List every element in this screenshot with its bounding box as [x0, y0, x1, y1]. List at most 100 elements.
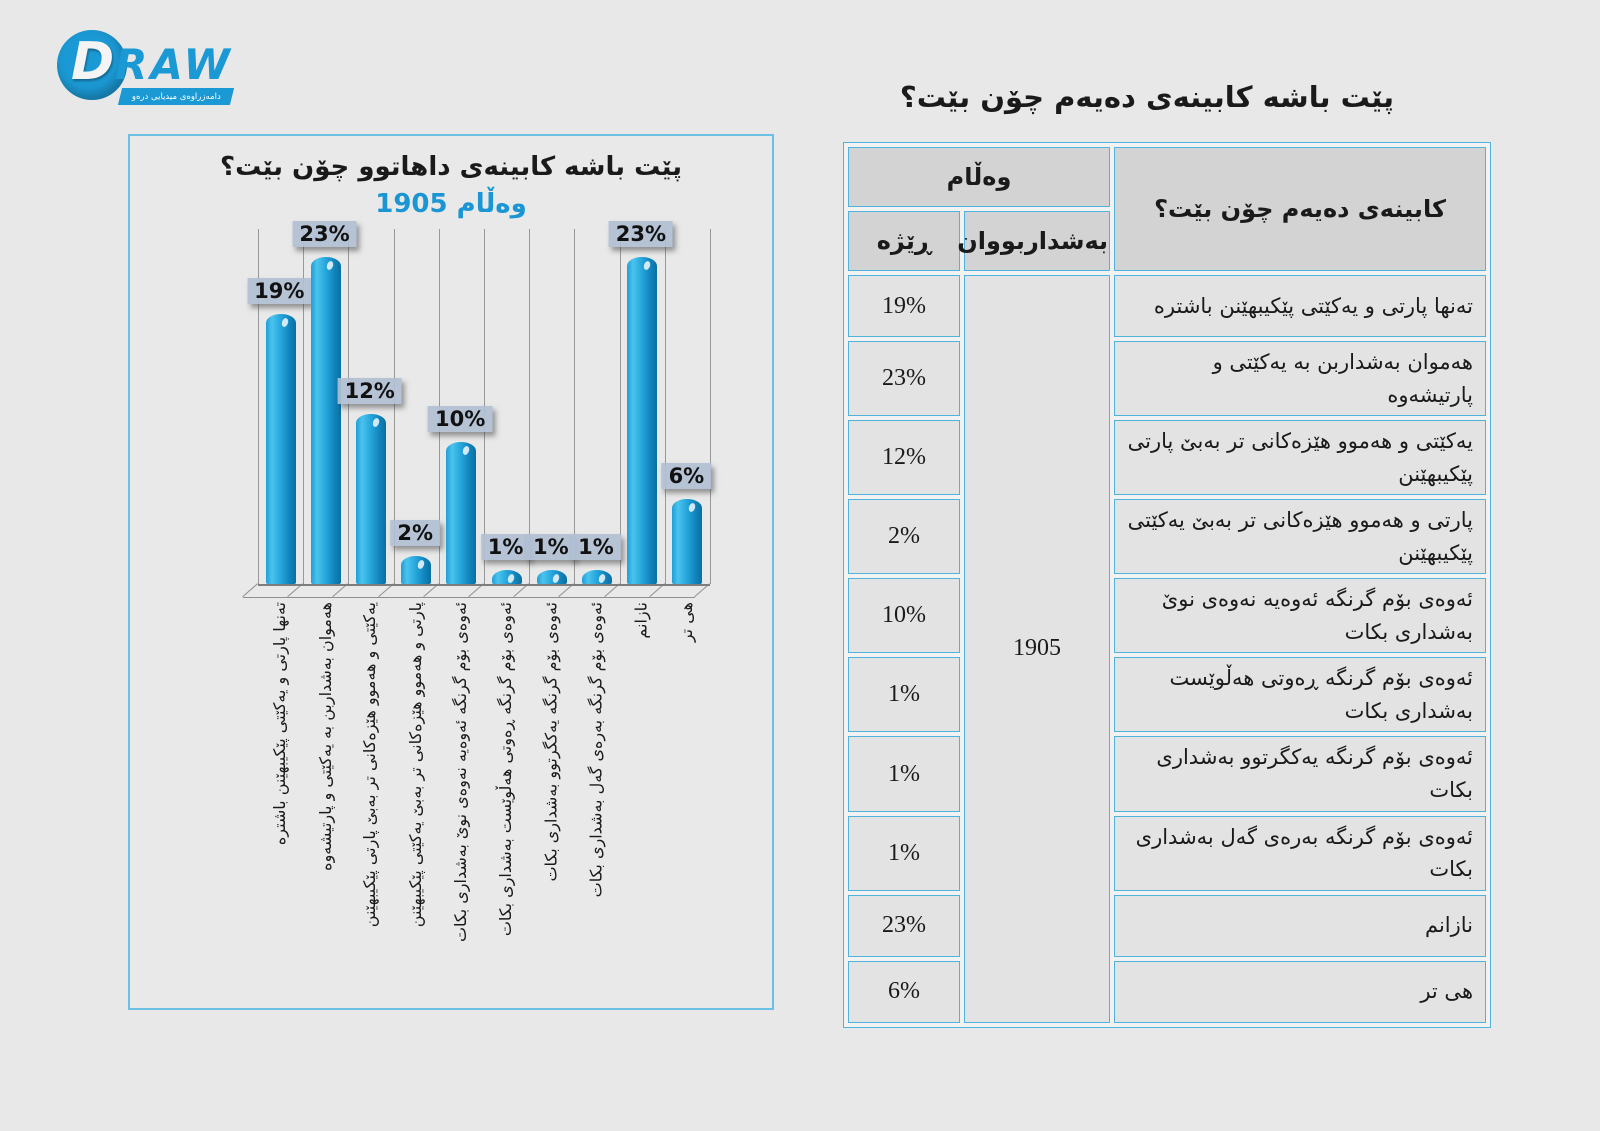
floor-front-edge [243, 597, 695, 598]
category-label-text: نازانم [631, 602, 651, 639]
bar-data-label: 10% [427, 406, 493, 432]
table-row: ئەوەی بۆم گرنگە ڕەوتی هەڵوێست بەشداری بک… [848, 657, 1487, 733]
category-label: یەکێتی و هەموو هێزەکانی تر بەبێ پارتی پێ… [348, 602, 393, 992]
answer-cell: پارتی و هەموو هێزەکانی تر بەبێ یەکێتی پێ… [1114, 499, 1487, 575]
category-label: ئەوەی بۆم گرنگە ئەوەیە نەوەی نوێ بەشداری… [439, 602, 484, 992]
chart-subtitle: 1905 وەڵام [375, 189, 527, 219]
bar-data-label: 1% [525, 533, 576, 560]
results-table: کابینەی دەیەم چۆن بێت؟ وەڵام بەشداربووان… [843, 142, 1492, 1028]
gridline [348, 229, 350, 584]
bar-data-label: 23% [608, 221, 674, 248]
answer-cell: ئەوەی بۆم گرنگە ڕەوتی هەڵوێست بەشداری بک… [1114, 657, 1487, 733]
rate-cell: 6% [848, 960, 961, 1023]
answer-cell: یەکێتی و هەموو هێزەکانی تر بەبێ پارتی پێ… [1114, 420, 1487, 496]
logo-letter-d: D [71, 32, 115, 92]
bar-data-label: 2% [390, 519, 441, 546]
category-label-text: ئەوەی بۆم گرنگە ڕەوتی هەڵوێست بەشداری بک… [496, 602, 516, 937]
participants-cell: 1905 [964, 275, 1111, 1023]
category-label: ئەوەی بۆم گرنگە یەکگرتوو بەشداری بکات [529, 602, 574, 992]
gridline [574, 229, 576, 584]
category-label: ئەوەی بۆم گرنگە بەرەی گەل بەشداری بکات [574, 602, 619, 992]
rate-cell: 23% [848, 894, 961, 957]
bar-data-label: 1% [571, 533, 621, 560]
table-row: ئەوەی بۆم گرنگە یەکگرتوو بەشداری بکات 1% [848, 736, 1487, 812]
category-label-text: تەنها پارتی و یەکێتی پێکیبهێنن باشترە [270, 602, 290, 846]
page-title: پێت باشە کابینەی دەیەم چۆن بێت؟ [899, 80, 1394, 114]
category-label: هەموان بەشداربن بە یەکێتی و پارتیشەوە [303, 602, 348, 992]
chart-title: پێت باشە کابینەی داهاتوو چۆن بێت؟ [220, 152, 682, 182]
answer-cell: ئەوەی بۆم گرنگە ئەوەیە نەوەی نوێ بەشداری… [1114, 578, 1487, 654]
bar-data-label: 23% [292, 221, 357, 248]
gridline [710, 229, 711, 584]
draw-logo: D RAW دامەزراوەی میدیایی درەو [57, 26, 235, 106]
category-label-text: یەکێتی و هەموو هێزەکانی تر بەبێ پارتی پێ… [360, 602, 380, 928]
bar [672, 498, 703, 584]
gridline [619, 229, 621, 584]
header-rate: ڕێژە [848, 211, 961, 271]
category-label-text: ئەوەی بۆم گرنگە ئەوەیە نەوەی نوێ بەشداری… [450, 602, 470, 943]
gridline [258, 229, 259, 584]
bar [582, 569, 612, 584]
bar [627, 257, 658, 584]
category-label-text: پارتی و هەموو هێزەکانی تر بەبێ یەکێتی پێ… [405, 602, 425, 928]
header-question: کابینەی دەیەم چۆن بێت؟ [1114, 147, 1487, 271]
rate-cell: 1% [848, 815, 961, 891]
gridline [529, 229, 531, 584]
table-body: تەنها پارتی و یەکێتی پێکیبهێنن باشترە 190… [848, 275, 1487, 1023]
chart-panel: پێت باشە کابینەی داهاتوو چۆن بێت؟ 1905 و… [128, 134, 774, 1010]
answer-cell: ئەوەی بۆم گرنگە یەکگرتوو بەشداری بکات [1114, 736, 1487, 812]
bar-data-label: 6% [661, 462, 712, 489]
plot-area: 19% 23% 12% 2% 10% 1% 1% 1% 23% 6% تەنها پارتی و ی… [130, 136, 772, 1008]
gridline [664, 229, 666, 584]
rate-cell: 2% [848, 499, 961, 575]
header-participants: بەشداربووان [957, 211, 1111, 271]
table-row: هی تر 6% [848, 960, 1487, 1023]
bar [265, 314, 296, 584]
table-row: پارتی و هەموو هێزەکانی تر بەبێ یەکێتی پێ… [848, 499, 1487, 575]
floor-edge-tick [242, 583, 258, 598]
bar-data-label: 12% [337, 377, 402, 404]
header-answer-group: وەڵام [848, 147, 1111, 207]
logo-ribbon: دامەزراوەی میدیایی درەو [117, 88, 235, 105]
gridline [303, 229, 305, 584]
category-label-text: هەموان بەشداربن بە یەکێتی و پارتیشەوە [315, 602, 335, 871]
bar [446, 442, 477, 584]
logo-tagline: دامەزراوەی میدیایی درەو [131, 91, 221, 102]
bar-data-label: 1% [480, 533, 531, 560]
answer-cell: هەموان بەشداربن بە یەکێتی و پارتیشەوە [1114, 341, 1487, 417]
logo-wordmark: RAW [115, 40, 233, 89]
rate-cell: 19% [848, 275, 961, 337]
table-row: هەموان بەشداربن بە یەکێتی و پارتیشەوە 23% [848, 341, 1487, 417]
bar [310, 257, 341, 584]
answer-cell: ئەوەی بۆم گرنگە بەرەی گەل بەشداری بکات [1114, 815, 1487, 891]
rate-cell: 12% [848, 420, 961, 496]
bar [536, 569, 567, 584]
bar-data-label: 19% [247, 278, 312, 305]
table-header-row-2: بەشداربووان ڕێژە [848, 211, 1486, 271]
table-row: نازانم 23% [848, 894, 1487, 957]
table-row: ئەوەی بۆم گرنگە ئەوەیە نەوەی نوێ بەشداری… [848, 578, 1487, 654]
table-row: ئەوەی بۆم گرنگە بەرەی گەل بەشداری بکات 1% [848, 815, 1487, 891]
category-label-text: هی تر [676, 602, 696, 643]
category-label: نازانم [620, 602, 665, 992]
table-row: تەنها پارتی و یەکێتی پێکیبهێنن باشترە 190… [848, 275, 1487, 1023]
category-label: تەنها پارتی و یەکێتی پێکیبهێنن باشترە [258, 602, 303, 992]
answer-cell: نازانم [1114, 894, 1487, 957]
category-label: پارتی و هەموو هێزەکانی تر بەبێ یەکێتی پێ… [394, 602, 439, 992]
rate-cell: 1% [848, 736, 961, 812]
category-label-text: ئەوەی بۆم گرنگە یەکگرتوو بەشداری بکات [541, 602, 561, 882]
rate-cell: 10% [848, 578, 961, 654]
answer-cell: هی تر [1114, 960, 1487, 1023]
category-label: ئەوەی بۆم گرنگە ڕەوتی هەڵوێست بەشداری بک… [484, 602, 529, 992]
category-label-text: ئەوەی بۆم گرنگە بەرەی گەل بەشداری بکات [586, 602, 606, 898]
table-header-row-1: کابینەی دەیەم چۆن بێت؟ وەڵام [848, 147, 1487, 271]
rate-cell: 23% [848, 341, 961, 417]
bar [356, 413, 386, 584]
table-row: یەکێتی و هەموو هێزەکانی تر بەبێ پارتی پێ… [848, 420, 1487, 496]
results-table-wrap: کابینەی دەیەم چۆن بێت؟ وەڵام بەشداربووان… [843, 142, 1492, 1028]
logo-circle-icon [57, 30, 127, 100]
answer-cell: تەنها پارتی و یەکێتی پێکیبهێنن باشترە [1114, 275, 1487, 337]
rate-cell: 1% [848, 657, 961, 733]
gridline [393, 229, 395, 584]
category-label: هی تر [665, 602, 710, 992]
